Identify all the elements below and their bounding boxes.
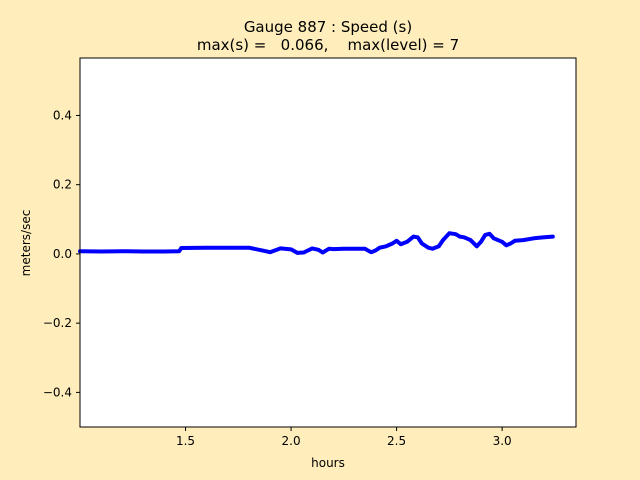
data-point	[179, 246, 184, 250]
data-point	[363, 246, 367, 251]
data-point	[394, 238, 399, 243]
data-point	[458, 234, 462, 239]
data-point	[177, 249, 181, 253]
data-point	[247, 245, 251, 250]
data-point	[327, 246, 331, 251]
x-tick-label: 2.5	[387, 434, 406, 448]
data-point	[204, 245, 209, 250]
data-point	[99, 249, 103, 254]
data-point	[268, 250, 272, 254]
series-line	[78, 231, 555, 255]
data-point	[320, 250, 325, 255]
ticks-layer: 1.5 2.0 2.5 3.0 −0.4 −0.2 0.0 0.2 0.4	[43, 108, 512, 448]
data-point	[278, 246, 283, 251]
data-point	[504, 243, 509, 248]
data-point	[141, 249, 146, 254]
y-tick-label: 0.2	[53, 178, 72, 192]
data-point	[316, 247, 321, 252]
data-point	[162, 249, 167, 254]
series-layer	[78, 231, 555, 255]
data-point	[512, 238, 517, 243]
x-tick-label: 3.0	[493, 434, 512, 448]
data-point	[390, 241, 395, 246]
data-point	[500, 240, 504, 244]
data-point	[426, 245, 431, 250]
data-point	[310, 246, 314, 251]
data-point	[384, 244, 388, 249]
data-point	[531, 236, 536, 241]
data-point	[420, 241, 424, 246]
data-point	[441, 238, 445, 242]
data-point	[405, 240, 409, 244]
y-tick-label: 0.4	[53, 108, 72, 122]
data-point	[479, 240, 483, 244]
x-axis-label: hours	[311, 456, 345, 470]
data-point	[377, 245, 382, 250]
data-point	[468, 238, 473, 242]
data-point	[411, 234, 416, 239]
data-point	[373, 248, 378, 253]
y-tick-label: −0.2	[43, 316, 72, 330]
data-point	[352, 246, 357, 251]
plot-frame	[79, 57, 577, 428]
y-tick-label: −0.4	[43, 385, 72, 399]
data-point	[462, 235, 466, 240]
data-point	[225, 245, 230, 250]
data-point	[430, 246, 435, 251]
data-point	[550, 234, 555, 239]
data-point	[508, 241, 513, 246]
data-point	[295, 251, 300, 255]
y-axis-label: meters/sec	[19, 210, 33, 277]
data-point	[475, 244, 479, 249]
data-point	[437, 244, 441, 249]
data-point	[491, 236, 496, 241]
data-point	[263, 249, 268, 253]
data-point	[487, 232, 492, 236]
data-point	[289, 247, 293, 252]
data-point	[415, 235, 420, 240]
plot-area	[80, 58, 576, 427]
data-point	[369, 250, 374, 254]
x-tick-label: 2.0	[282, 434, 301, 448]
data-point	[447, 231, 452, 235]
data-point	[542, 235, 547, 240]
data-point	[120, 249, 125, 253]
data-point	[342, 246, 346, 251]
chart-title-line2: max(s) = 0.066, max(level) = 7	[197, 36, 459, 54]
y-tick-label: 0.0	[53, 247, 72, 261]
chart-title-line1: Gauge 887 : Speed (s)	[244, 18, 412, 36]
data-point	[453, 232, 458, 236]
x-tick-label: 1.5	[176, 434, 195, 448]
data-point	[399, 242, 403, 247]
data-point	[521, 238, 526, 242]
data-point	[483, 233, 488, 237]
data-point	[301, 250, 306, 255]
data-point	[331, 247, 336, 251]
